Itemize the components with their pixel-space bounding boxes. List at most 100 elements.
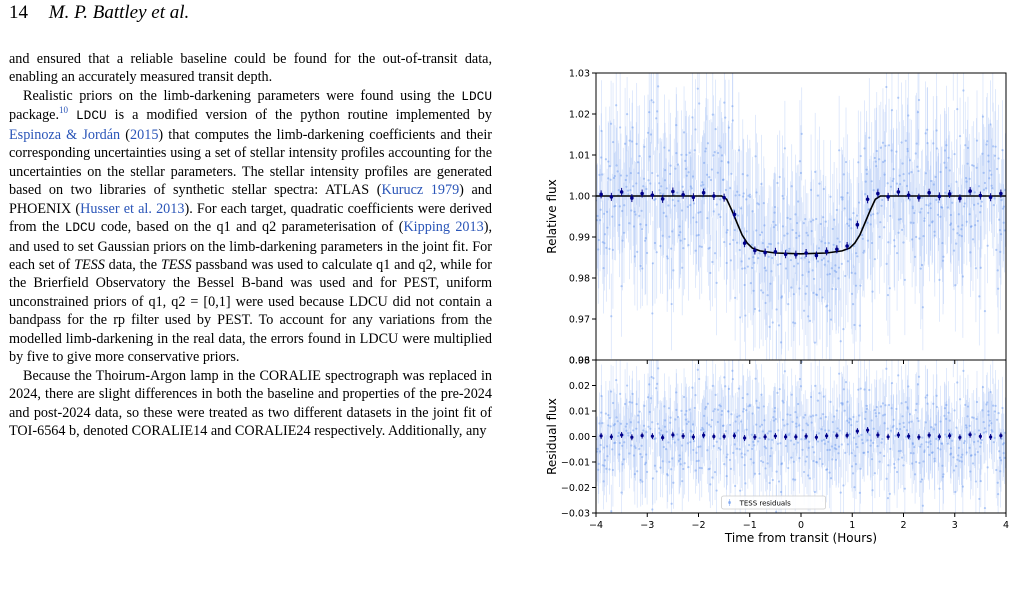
footnote-marker[interactable]: 10 [59, 105, 69, 116]
top-panel [596, 73, 1006, 360]
data-point [772, 220, 775, 223]
data-point [968, 213, 971, 216]
data-point [758, 436, 761, 440]
data-point [651, 477, 654, 480]
data-point [746, 393, 749, 396]
data-point [997, 493, 1000, 496]
data-point [597, 248, 600, 251]
data-point [910, 420, 913, 423]
data-point [783, 424, 786, 427]
data-point [670, 247, 673, 250]
data-point [726, 228, 729, 232]
data-point [889, 214, 892, 218]
data-point [928, 453, 931, 456]
data-point [682, 467, 685, 471]
data-point [786, 216, 789, 219]
data-point [714, 393, 717, 396]
data-point [936, 447, 940, 450]
binned-point [896, 190, 901, 194]
data-point [697, 445, 700, 449]
data-point [973, 433, 976, 436]
data-point [658, 189, 661, 192]
data-point [846, 419, 849, 422]
data-point [868, 388, 871, 392]
data-point [990, 173, 993, 176]
data-point [1002, 221, 1005, 224]
data-point [736, 447, 739, 450]
data-point [613, 441, 616, 445]
data-point [772, 419, 776, 422]
data-point [694, 128, 697, 131]
binned-residual-point [743, 436, 747, 440]
data-point [650, 375, 653, 379]
data-point [733, 443, 736, 446]
data-point [838, 149, 841, 152]
data-point [732, 451, 735, 454]
citation-link[interactable]: Husser et al. 2013 [80, 200, 185, 217]
data-point [879, 146, 882, 149]
binned-residual-point [732, 434, 736, 438]
data-point [707, 247, 710, 250]
y-axis-label: Relative flux [545, 179, 559, 253]
data-point [999, 233, 1003, 236]
data-point [738, 194, 741, 197]
y-tick-label: 0.97 [569, 315, 590, 326]
data-point [972, 164, 975, 167]
data-point [908, 198, 911, 201]
data-point [815, 414, 818, 417]
data-point [687, 420, 690, 423]
data-point [637, 171, 640, 175]
data-point [909, 221, 912, 224]
citation-link[interactable]: Espinoza & Jordán [9, 126, 121, 143]
y-tick-label: 0.01 [569, 407, 590, 418]
data-point [834, 458, 838, 461]
data-point [652, 101, 655, 104]
data-point [723, 240, 726, 244]
data-point [609, 390, 613, 393]
data-point [615, 164, 618, 167]
data-point [682, 395, 686, 399]
data-point [781, 225, 785, 228]
data-point [676, 415, 679, 419]
citation-link[interactable]: Kipping 2013 [403, 219, 484, 236]
data-point [968, 424, 971, 427]
data-point [626, 432, 630, 435]
data-point [822, 187, 825, 191]
data-point [974, 267, 978, 270]
x-tick-label: 0 [798, 520, 804, 531]
data-point [890, 108, 894, 112]
binned-residual-point [722, 434, 726, 439]
data-point [822, 216, 825, 219]
data-point [924, 396, 927, 399]
data-point [649, 397, 652, 400]
data-point [852, 212, 855, 215]
data-point [812, 414, 815, 417]
data-point [649, 427, 652, 430]
data-point [929, 442, 932, 446]
data-point [775, 510, 778, 513]
data-point [632, 225, 636, 228]
data-point [629, 421, 632, 424]
data-point [685, 174, 688, 177]
data-point [789, 217, 792, 221]
data-point [700, 467, 703, 470]
data-point [861, 237, 864, 240]
data-point [852, 472, 855, 475]
binned-point [876, 191, 880, 196]
citation-link[interactable]: 2015 [130, 126, 159, 143]
data-point [963, 202, 966, 205]
data-point [632, 454, 636, 457]
data-point [824, 241, 827, 245]
data-point [837, 266, 841, 269]
binned-residual-point [937, 435, 941, 439]
data-point [850, 227, 853, 230]
data-point [651, 421, 654, 424]
data-point [906, 147, 909, 151]
data-point [964, 424, 968, 427]
data-point [998, 229, 1002, 232]
data-point [911, 443, 914, 446]
data-point [860, 438, 864, 441]
citation-link[interactable]: Kurucz 1979 [381, 182, 460, 199]
data-point [672, 269, 675, 272]
data-point [901, 415, 904, 418]
